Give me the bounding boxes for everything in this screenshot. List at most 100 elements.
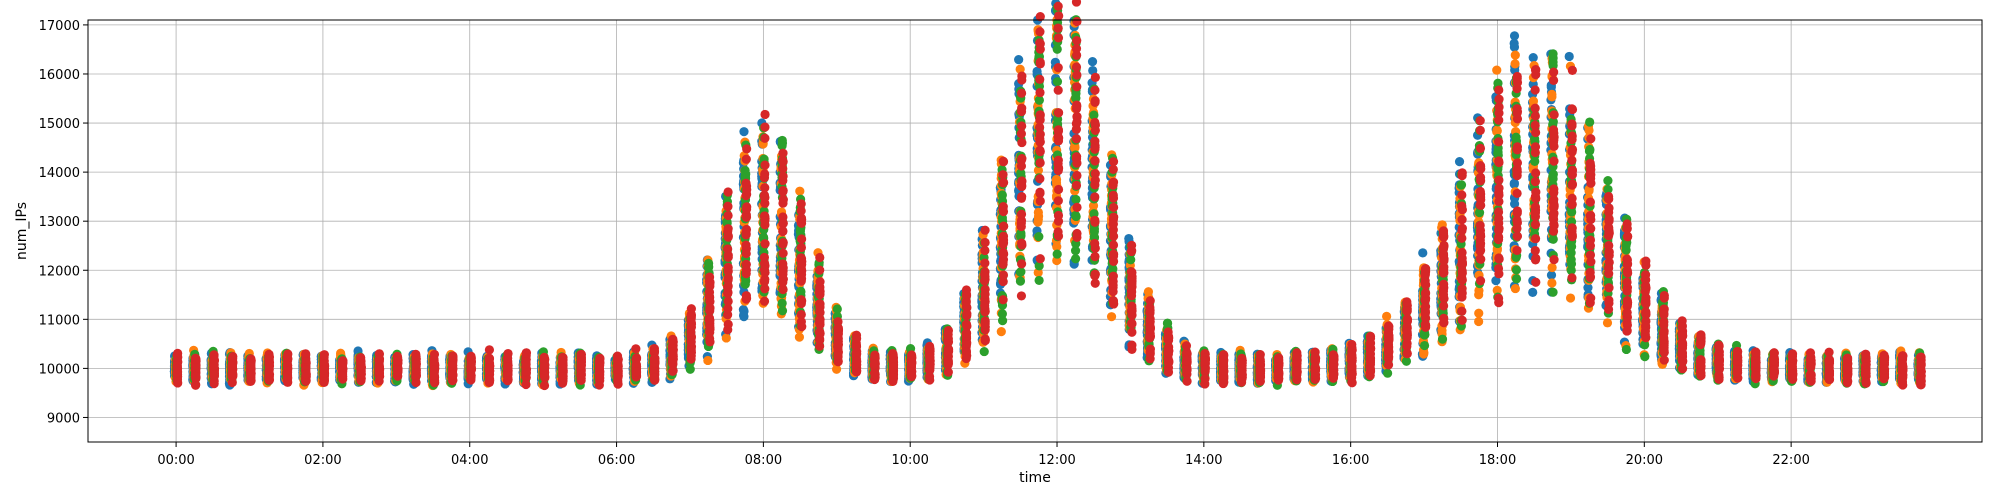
- data-point: [723, 201, 733, 211]
- data-point: [485, 375, 495, 385]
- data-point: [778, 212, 788, 222]
- data-point: [227, 361, 237, 371]
- data-point: [760, 122, 770, 132]
- data-point: [815, 327, 825, 337]
- data-point: [1034, 275, 1044, 286]
- data-point: [705, 337, 715, 347]
- data-point: [392, 355, 402, 366]
- data-point: [723, 187, 733, 197]
- data-point: [760, 183, 770, 193]
- data-point: [740, 165, 750, 176]
- data-point: [796, 309, 806, 320]
- data-point: [980, 245, 990, 256]
- data-point: [998, 295, 1008, 305]
- data-point: [209, 379, 219, 389]
- data-point: [943, 357, 953, 367]
- data-point: [961, 353, 971, 364]
- data-point: [1016, 161, 1027, 171]
- data-point: [870, 369, 880, 380]
- data-point: [466, 363, 476, 373]
- data-point: [1017, 103, 1027, 113]
- data-point: [319, 365, 329, 375]
- data-point: [1017, 137, 1027, 148]
- data-point: [833, 350, 843, 360]
- data-point: [980, 237, 990, 248]
- data-point: [888, 353, 898, 363]
- data-point: [778, 277, 788, 287]
- data-point: [668, 354, 678, 364]
- data-point: [521, 379, 531, 390]
- data-point: [705, 315, 715, 325]
- data-point: [723, 252, 733, 262]
- data-point: [319, 350, 329, 360]
- data-point: [759, 173, 770, 183]
- data-point: [631, 344, 641, 354]
- data-point: [576, 360, 586, 370]
- data-point: [1015, 276, 1026, 286]
- data-point: [411, 359, 421, 369]
- data-point: [760, 239, 770, 249]
- data-point: [741, 269, 751, 279]
- data-point: [502, 353, 513, 363]
- data-point: [723, 325, 733, 335]
- data-point: [851, 342, 861, 352]
- data-point: [760, 192, 770, 203]
- data-point: [429, 370, 439, 380]
- data-point: [760, 160, 770, 170]
- data-point: [264, 368, 274, 379]
- data-point: [778, 187, 788, 197]
- data-point: [742, 144, 752, 154]
- data-point: [484, 354, 495, 364]
- data-point: [760, 133, 770, 143]
- data-point: [797, 322, 807, 332]
- data-point: [778, 157, 788, 167]
- data-point: [998, 170, 1008, 180]
- data-point: [778, 226, 788, 236]
- data-point: [1016, 193, 1027, 203]
- data-point: [1033, 207, 1043, 217]
- data-point: [356, 355, 366, 366]
- data-point: [668, 366, 678, 376]
- data-point: [943, 367, 953, 377]
- data-point: [980, 336, 990, 346]
- data-point: [337, 371, 348, 381]
- data-point: [760, 215, 770, 226]
- data-point: [851, 359, 861, 369]
- data-point: [374, 362, 384, 372]
- data-point: [209, 371, 219, 381]
- data-point: [1017, 238, 1027, 248]
- data-point: [888, 372, 898, 382]
- data-point: [833, 339, 843, 349]
- data-points: [169, 0, 1926, 391]
- data-point: [759, 265, 770, 275]
- data-point: [631, 367, 642, 377]
- data-point: [723, 210, 733, 221]
- data-point: [943, 330, 953, 340]
- data-point: [539, 362, 549, 372]
- data-point: [943, 346, 954, 356]
- data-point: [998, 156, 1008, 166]
- data-point: [996, 326, 1006, 337]
- data-point: [466, 351, 476, 361]
- data-point: [356, 369, 366, 379]
- data-point: [980, 319, 990, 329]
- data-point: [1016, 88, 1027, 98]
- data-point: [595, 369, 605, 380]
- data-point: [173, 352, 183, 362]
- data-point: [503, 376, 513, 386]
- data-point: [374, 376, 384, 386]
- data-point: [484, 345, 495, 355]
- data-point: [392, 365, 403, 375]
- data-point: [741, 248, 751, 259]
- data-point: [705, 272, 715, 282]
- data-point: [1016, 221, 1026, 232]
- data-point: [1034, 232, 1044, 242]
- data-point: [246, 368, 256, 379]
- data-point: [925, 344, 935, 354]
- data-point: [1017, 75, 1027, 85]
- data-point: [1016, 129, 1026, 139]
- data-point: [576, 373, 586, 383]
- data-point: [484, 362, 494, 373]
- data-point: [447, 370, 458, 380]
